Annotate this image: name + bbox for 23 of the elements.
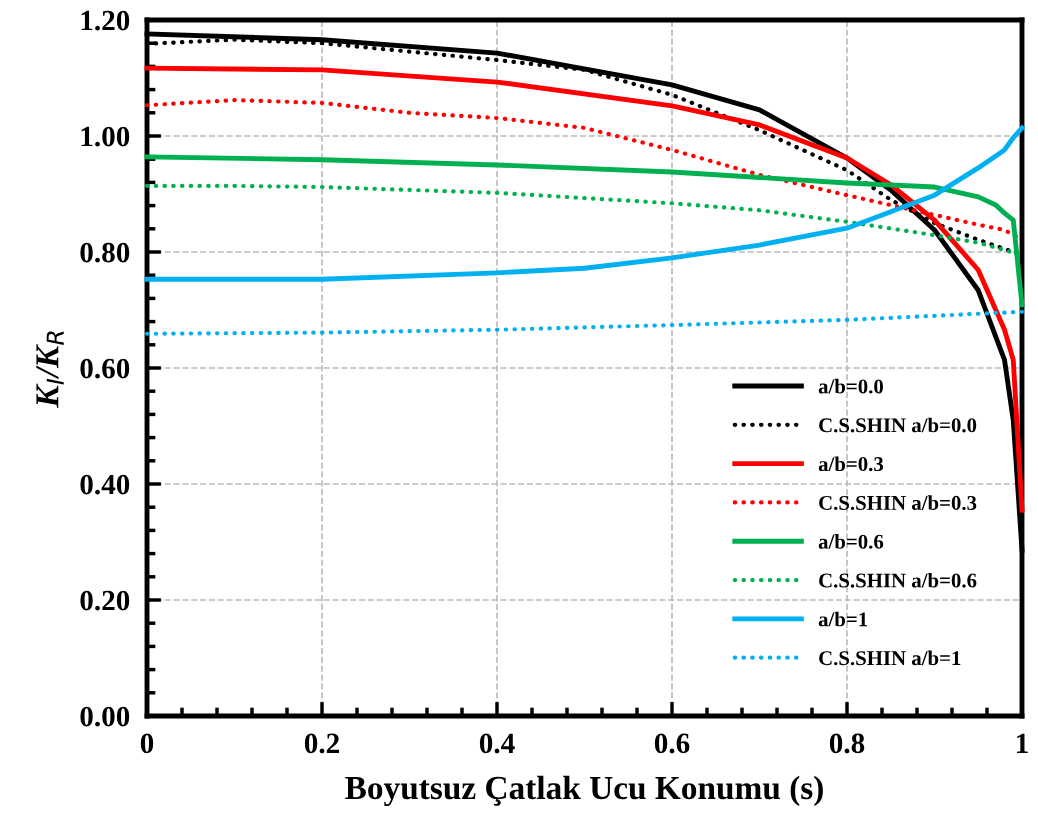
x-tick-label: 1 (1017, 733, 1028, 753)
legend-label: a/b=1 (818, 611, 868, 627)
x-tick-label: 0.2 (304, 733, 339, 754)
legend-label: C.S.SHIN a/b=1 (819, 650, 961, 666)
legend-label: C.S.SHIN a/b=0.3 (819, 495, 977, 511)
x-axis-title: Boyutsuz Çatlak Ucu Konumu (s) (345, 775, 823, 807)
y-tick-label: 0.80 (80, 242, 130, 263)
y-tick-label: 1.20 (81, 10, 130, 31)
legend-label: a/b=0.3 (818, 456, 884, 472)
y-tick-label: 0.40 (80, 474, 130, 495)
y-axis-title: K$_{I}$/K$_{R}$ (36, 331, 64, 408)
legend-label: C.S.SHIN a/b=0.0 (819, 417, 977, 433)
y-tick-label: 0.20 (80, 590, 130, 611)
y-tick-label: 0.00 (80, 706, 130, 727)
x-tick-label: 0.8 (829, 733, 865, 754)
y-tick-label: 0.60 (80, 358, 130, 379)
y-tick-label: 1.00 (81, 126, 130, 147)
x-tick-label: 0.4 (479, 733, 515, 754)
legend-label: C.S.SHIN a/b=0.6 (819, 572, 977, 588)
legend-label: a/b=0.0 (818, 378, 884, 394)
legend-label: a/b=0.6 (818, 534, 884, 549)
x-tick-label: 0.6 (654, 733, 690, 754)
x-tick-label: 0 (140, 733, 154, 754)
